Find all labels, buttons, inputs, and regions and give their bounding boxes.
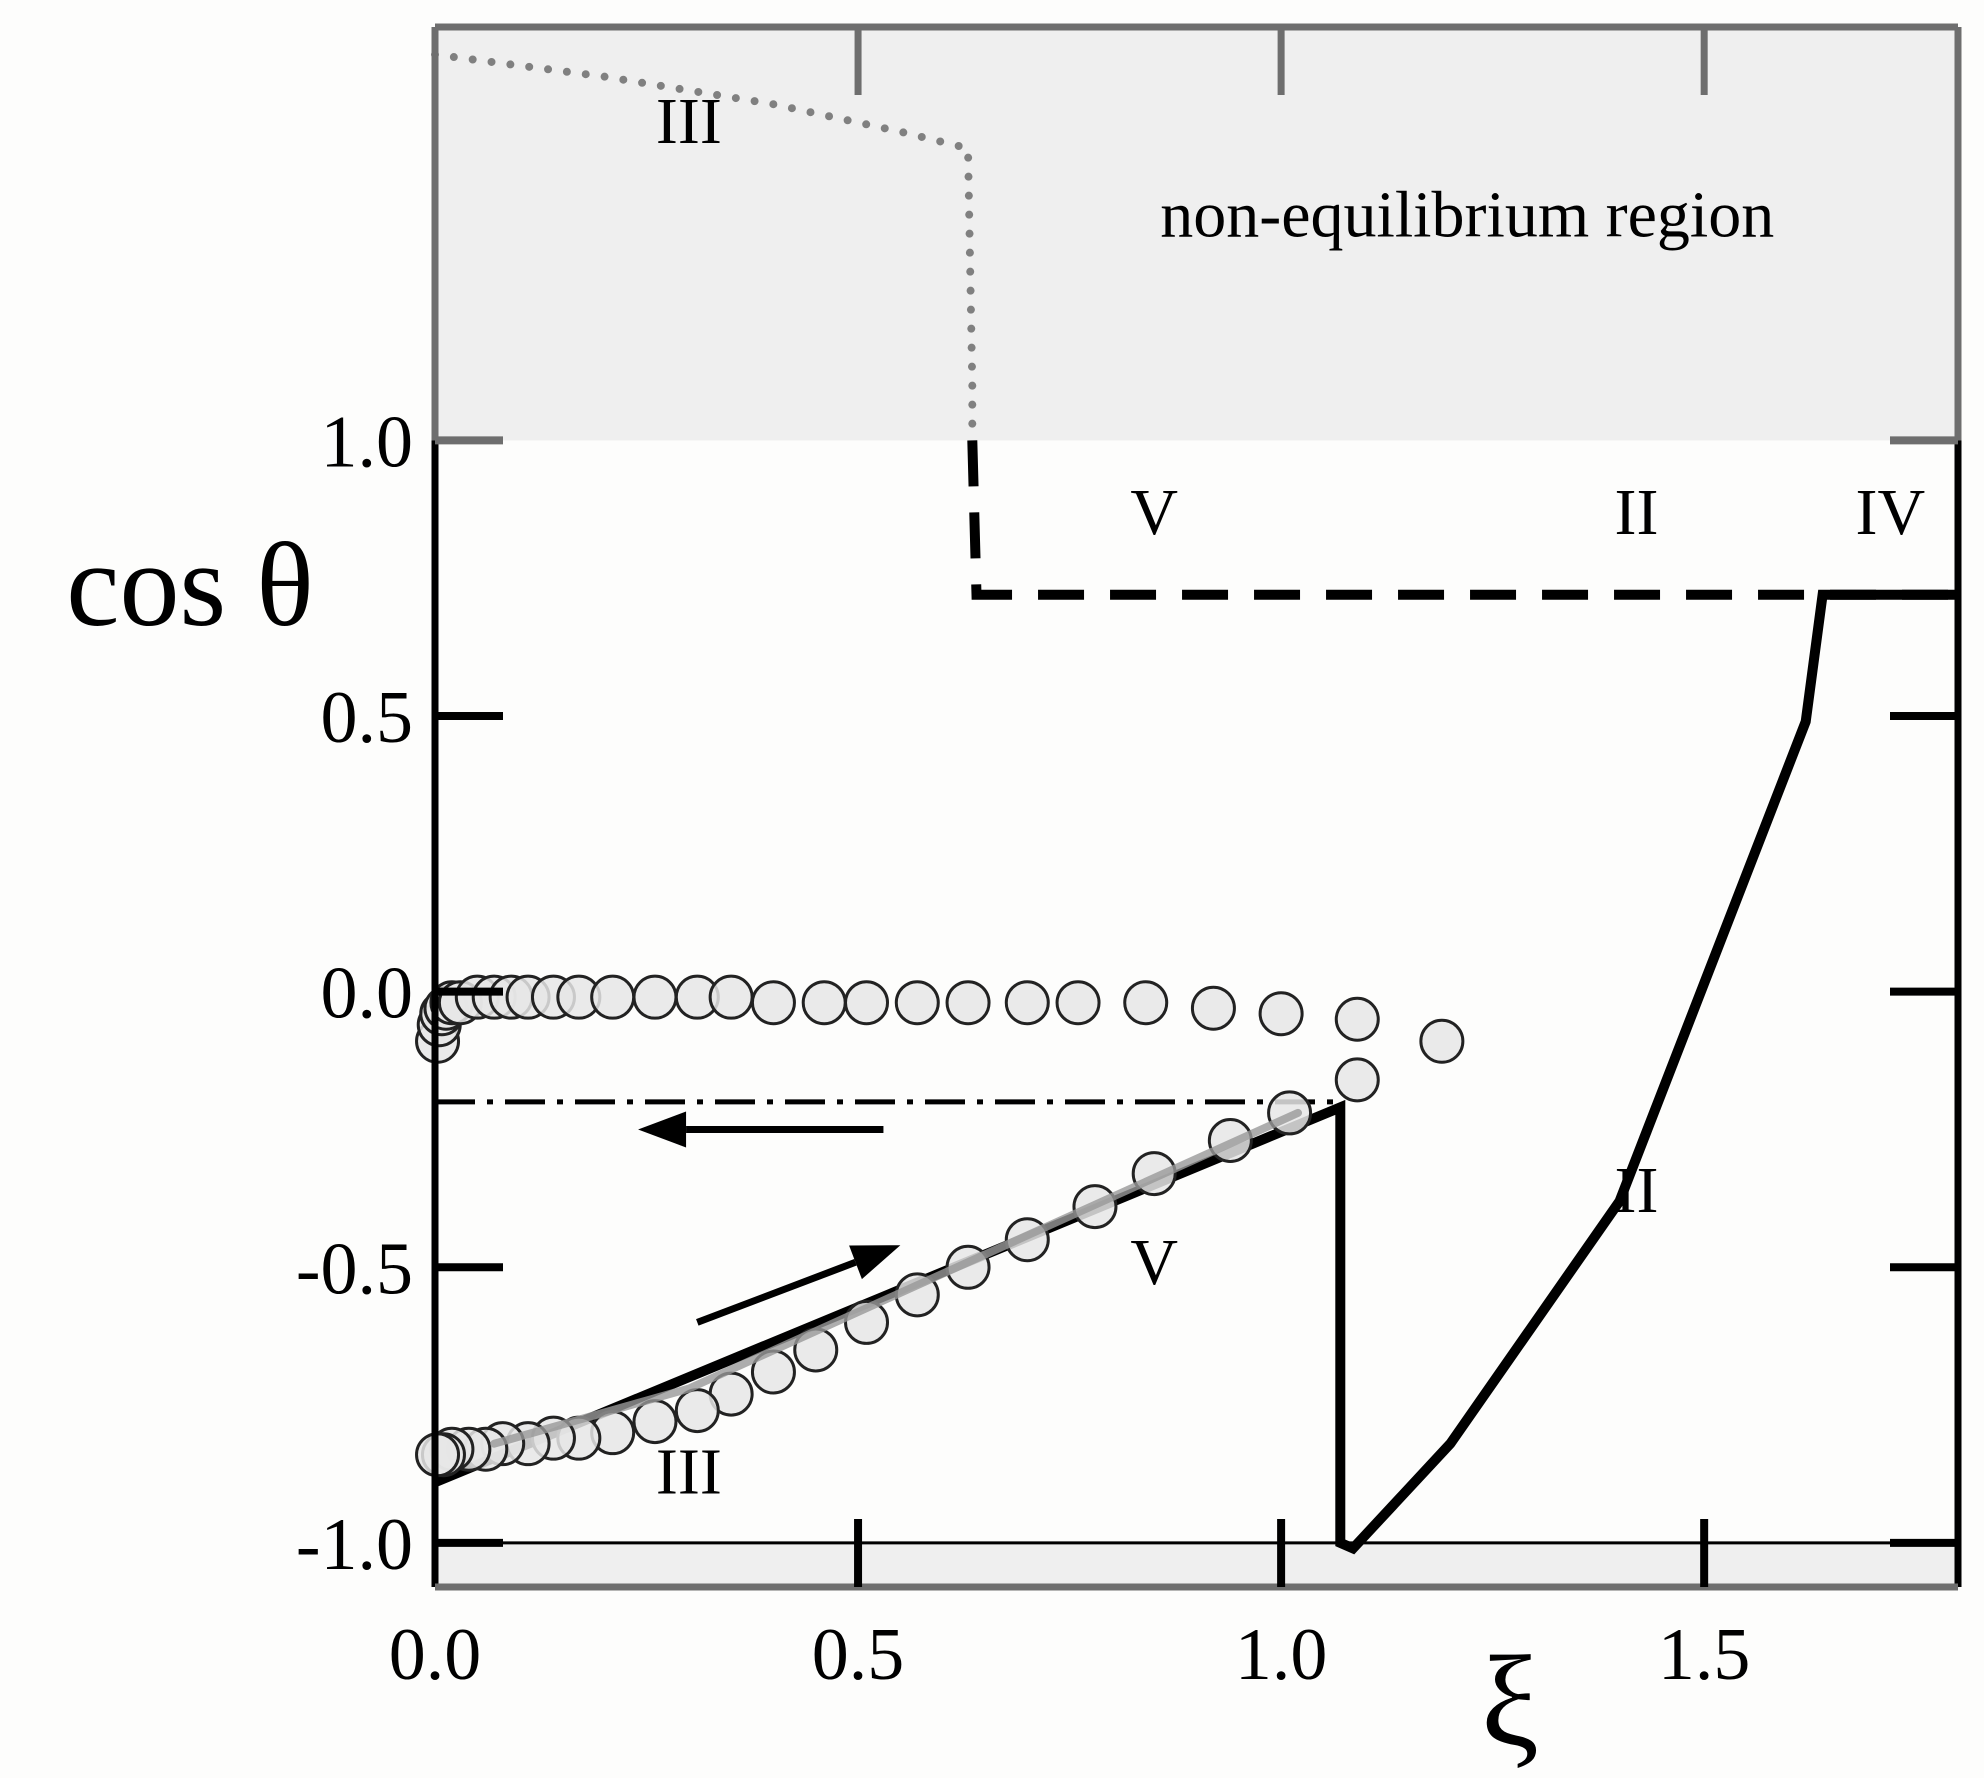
curve-label: II — [1614, 1154, 1658, 1227]
data-point-22 — [1055, 980, 1101, 1026]
shaded-region-1 — [435, 1542, 1958, 1587]
x-tick-label: 0.5 — [812, 1614, 905, 1696]
data-point-16 — [750, 980, 796, 1026]
series-gray-line — [490, 1108, 1302, 1448]
data-point-17 — [801, 980, 847, 1026]
curves — [431, 50, 1958, 1555]
x-tick-label: 1.0 — [1235, 1614, 1328, 1696]
y-axis-title: cos θ — [66, 518, 313, 651]
labels: 0.0 0.5 1.0 1.5 -1.0 -0.5 0.0 0.5 1.0 ξ cos θ III no… — [66, 85, 1925, 1774]
y-tick-label: -0.5 — [296, 1228, 413, 1310]
curve-label: V — [1130, 476, 1178, 549]
arrow-shaft-1 — [696, 1259, 857, 1326]
curve-label: IV — [1855, 476, 1925, 549]
shaded-region-0 — [435, 27, 1958, 441]
data-point-23 — [1123, 980, 1169, 1026]
data-point-26 — [1334, 996, 1380, 1042]
data-point-25 — [1258, 991, 1304, 1037]
y-tick-label: 0.0 — [321, 953, 414, 1035]
series-dashed-line — [967, 440, 1958, 600]
y-tick-label: 1.0 — [321, 401, 414, 483]
data-point-20 — [945, 980, 991, 1026]
curve-label: III — [656, 1435, 722, 1508]
x-tick-label: 1.5 — [1658, 1614, 1751, 1696]
ticks — [435, 27, 1958, 1587]
series-dotted-line — [431, 50, 977, 445]
x-tick-label: 0.0 — [389, 1614, 482, 1696]
series-solid-line — [433, 589, 1958, 1555]
arrows — [638, 1111, 901, 1326]
curve-label: III — [656, 85, 722, 158]
data-point-24 — [1190, 985, 1236, 1031]
data-point-18 — [844, 980, 890, 1026]
region-label: non-equilibrium region — [1160, 178, 1774, 251]
arrow-head-0 — [638, 1111, 687, 1148]
data-point-13 — [632, 974, 678, 1020]
curve-label: V — [1130, 1226, 1178, 1299]
data-point-21 — [1004, 980, 1050, 1026]
y-tick-label: -1.0 — [296, 1504, 413, 1586]
data-point-12 — [590, 974, 636, 1020]
data-point-40 — [674, 1388, 720, 1434]
shaded-regions — [435, 27, 1958, 1587]
markers — [415, 974, 1465, 1478]
arrow-head-1 — [849, 1245, 901, 1280]
x-axis-title: ξ — [1481, 1630, 1539, 1774]
curve-label: II — [1614, 476, 1658, 549]
data-point-19 — [894, 980, 940, 1026]
data-point-28 — [1334, 1057, 1380, 1103]
data-point-15 — [708, 974, 754, 1020]
data-point-27 — [1419, 1018, 1465, 1064]
y-tick-label: 0.5 — [321, 677, 414, 759]
